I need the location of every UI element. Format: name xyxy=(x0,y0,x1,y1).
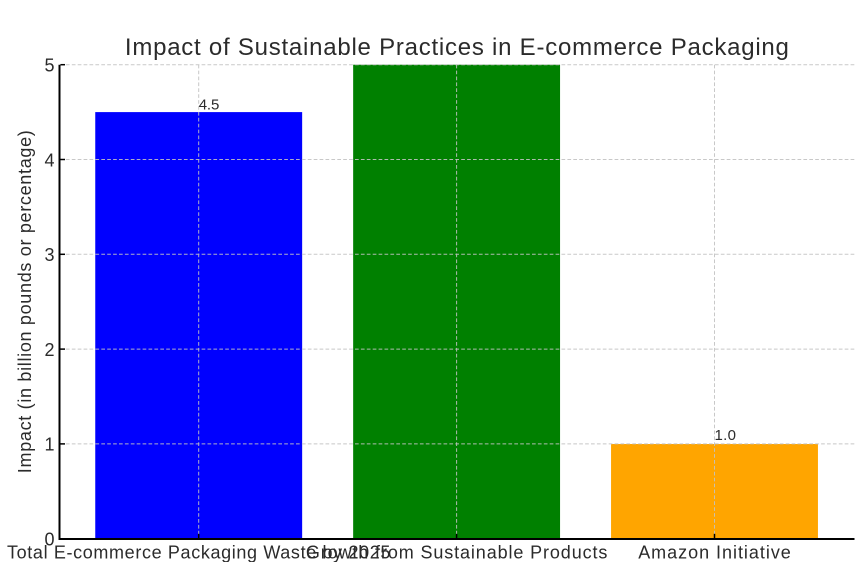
svg-text:Growth from Sustainable Produc: Growth from Sustainable Products xyxy=(306,542,607,562)
svg-text:5: 5 xyxy=(44,56,54,76)
svg-text:1: 1 xyxy=(44,435,54,455)
svg-text:Amazon Initiative: Amazon Initiative xyxy=(638,542,791,562)
svg-text:1.0: 1.0 xyxy=(715,427,737,444)
svg-text:3: 3 xyxy=(44,245,54,265)
svg-text:Impact of Sustainable Practice: Impact of Sustainable Practices in E-com… xyxy=(125,34,789,61)
svg-text:Impact (in billion pounds or p: Impact (in billion pounds or percentage) xyxy=(15,130,35,473)
svg-text:Total E-commerce Packaging Was: Total E-commerce Packaging Waste by 2025 xyxy=(7,542,390,562)
svg-text:0: 0 xyxy=(44,530,54,550)
svg-text:2: 2 xyxy=(44,340,54,360)
svg-text:4: 4 xyxy=(44,150,54,170)
svg-text:4.5: 4.5 xyxy=(199,97,220,114)
